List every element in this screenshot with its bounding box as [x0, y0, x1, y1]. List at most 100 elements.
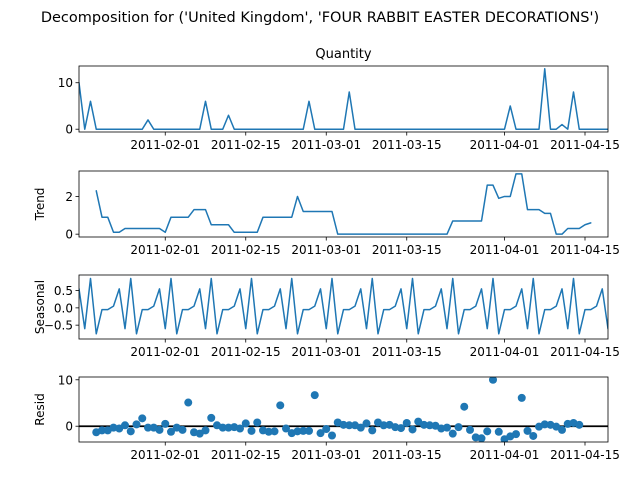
seasonal-xtick-label: 2011-02-15 — [211, 345, 281, 359]
trend-xtick-label: 2011-02-15 — [211, 243, 281, 257]
trend-ytick-label: 2 — [65, 190, 73, 204]
seasonal-xtick-label: 2011-04-15 — [550, 345, 620, 359]
quantity-panel: Quantity 0 10 2011-02-01 2011-02-15 2011-03-0… — [58, 47, 620, 152]
resid-point — [126, 427, 135, 436]
trend-panel: Trend 0 2 2011-02-01 2011-02-15 2011-03-01 201… — [33, 170, 620, 257]
resid-point — [408, 425, 417, 434]
trend-axes-frame — [78, 170, 609, 238]
seasonal-xtick-label: 2011-04-01 — [470, 345, 540, 359]
resid-point — [322, 425, 331, 433]
resid-point — [454, 423, 463, 432]
resid-point — [356, 423, 365, 432]
quantity-title: Quantity — [315, 47, 371, 62]
resid-point — [138, 414, 147, 423]
resid-xtick-label: 2011-04-01 — [470, 448, 540, 462]
resid-point — [144, 423, 152, 432]
resid-xtick-label: 2011-02-01 — [130, 448, 200, 462]
resid-point — [517, 393, 526, 402]
trend-ylabel: Trend — [33, 188, 47, 222]
resid-point — [178, 425, 187, 434]
resid-ylabel: Resid — [33, 393, 47, 425]
resid-point — [161, 419, 170, 428]
resid-point — [466, 425, 474, 434]
resid-point — [425, 421, 434, 430]
resid-point — [460, 402, 469, 411]
trend-series-line — [95, 173, 592, 235]
seasonal-axes-frame — [78, 274, 609, 340]
seasonal-ytick-label: −0.5 — [44, 319, 73, 333]
seasonal-ytick-label: 0.0 — [54, 301, 73, 315]
resid-ytick-label: 0 — [65, 420, 73, 434]
resid-point — [264, 427, 273, 436]
quantity-xtick-label: 2011-03-15 — [372, 138, 442, 152]
resid-point — [523, 426, 532, 435]
resid-point — [316, 429, 325, 438]
trend-xtick-label: 2011-03-01 — [291, 243, 361, 257]
resid-point — [420, 420, 428, 429]
resid-point — [397, 424, 405, 433]
resid-point — [477, 434, 486, 442]
seasonal-panel: Seasonal 0.5 0.0 −0.5 2011-02-01 2011-02-15 20… — [33, 274, 620, 359]
quantity-series-line — [79, 68, 608, 130]
quantity-xtick-label: 2011-02-01 — [130, 138, 200, 152]
resid-point — [184, 398, 193, 407]
trend-xtick-label: 2011-04-01 — [470, 243, 540, 257]
resid-point — [379, 421, 388, 430]
trend-xtick-label: 2011-03-15 — [372, 243, 442, 257]
resid-point — [402, 418, 411, 427]
trend-xtick-label: 2011-04-15 — [550, 243, 620, 257]
quantity-ytick-label: 0 — [65, 123, 73, 137]
resid-point — [218, 423, 227, 432]
resid-point — [368, 426, 377, 435]
resid-point — [345, 421, 354, 430]
resid-point — [207, 413, 216, 422]
resid-point — [121, 421, 129, 430]
quantity-xtick-label: 2011-04-15 — [550, 138, 620, 152]
seasonal-series-line — [79, 277, 608, 335]
resid-point — [241, 419, 250, 428]
resid-point — [310, 391, 319, 400]
resid-xtick-label: 2011-02-15 — [211, 448, 281, 462]
quantity-axes-frame — [78, 65, 609, 133]
resid-point — [201, 426, 210, 435]
resid-point — [328, 431, 336, 440]
resid-point — [132, 420, 141, 429]
resid-point — [293, 427, 302, 436]
figure-suptitle: Decomposition for ('United Kingdom', 'FO… — [41, 10, 599, 26]
resid-point — [247, 426, 256, 435]
quantity-xtick-label: 2011-04-01 — [470, 138, 540, 152]
seasonal-ytick-label: 0.5 — [54, 284, 73, 298]
trend-xtick-label: 2011-02-01 — [130, 243, 200, 257]
resid-xtick-label: 2011-03-01 — [291, 448, 361, 462]
resid-xtick-label: 2011-03-15 — [372, 448, 442, 462]
resid-ytick-label: 10 — [58, 373, 73, 387]
resid-xtick-label: 2011-04-15 — [550, 448, 620, 462]
quantity-xtick-label: 2011-03-01 — [291, 138, 361, 152]
seasonal-xtick-label: 2011-03-15 — [372, 345, 442, 359]
resid-point — [443, 423, 451, 432]
resid-point — [236, 424, 244, 433]
seasonal-xtick-label: 2011-03-01 — [291, 345, 361, 359]
seasonal-xtick-label: 2011-02-01 — [130, 345, 200, 359]
resid-point — [362, 419, 371, 428]
resid-point — [253, 418, 262, 427]
resid-point — [305, 426, 313, 435]
resid-point — [494, 427, 503, 436]
resid-point — [299, 426, 308, 435]
resid-point — [276, 401, 285, 410]
trend-ytick-label: 0 — [65, 228, 73, 242]
resid-axes-frame — [78, 376, 609, 443]
resid-point — [483, 427, 492, 436]
resid-point — [489, 377, 497, 384]
quantity-xtick-label: 2011-02-15 — [211, 138, 281, 152]
subplot-panels: Quantity 0 10 2011-02-01 2011-02-15 2011-03-0… — [33, 47, 620, 462]
resid-point — [540, 420, 549, 429]
resid-point — [155, 425, 164, 434]
resid-panel: Resid 10 0 2011-02-01 2011-02-15 2011-03-01 20… — [33, 373, 620, 462]
resid-point — [282, 424, 290, 433]
resid-point — [529, 431, 538, 440]
seasonal-ylabel: Seasonal — [33, 280, 47, 334]
resid-point — [558, 425, 566, 434]
resid-point — [224, 423, 233, 432]
